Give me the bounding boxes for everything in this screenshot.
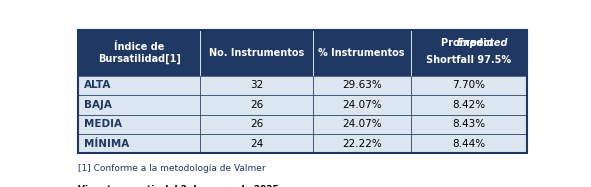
Bar <box>200 30 313 76</box>
Text: % Instrumentos: % Instrumentos <box>319 48 405 58</box>
Bar <box>411 115 527 134</box>
Bar <box>411 95 527 115</box>
Bar <box>200 115 313 134</box>
Text: 24.07%: 24.07% <box>342 119 382 129</box>
Text: MEDIA: MEDIA <box>84 119 122 129</box>
Text: 32: 32 <box>250 80 263 91</box>
Bar <box>411 30 527 76</box>
Text: 8.42%: 8.42% <box>452 100 485 110</box>
Bar <box>79 30 527 154</box>
Bar <box>79 95 200 115</box>
Text: Índice de
Bursatilidad[1]: Índice de Bursatilidad[1] <box>98 42 181 64</box>
Bar <box>79 134 200 154</box>
Text: 22.22%: 22.22% <box>342 139 382 149</box>
Text: 24: 24 <box>250 139 263 149</box>
Text: 26: 26 <box>250 100 263 110</box>
Bar <box>411 134 527 154</box>
Text: Shortfall 97.5%: Shortfall 97.5% <box>426 55 511 65</box>
Bar <box>313 76 411 95</box>
Text: 7.70%: 7.70% <box>453 80 485 91</box>
Bar <box>79 115 200 134</box>
Bar <box>79 30 200 76</box>
Bar <box>313 115 411 134</box>
Text: [1] Conforme a la metodología de Valmer: [1] Conforme a la metodología de Valmer <box>79 164 266 173</box>
Text: Vigente a partir del 2 de enero de 2025: Vigente a partir del 2 de enero de 2025 <box>79 185 279 187</box>
Bar <box>200 134 313 154</box>
Bar <box>411 76 527 95</box>
Text: 26: 26 <box>250 119 263 129</box>
Bar <box>200 76 313 95</box>
Text: 8.44%: 8.44% <box>452 139 485 149</box>
Text: BAJA: BAJA <box>84 100 112 110</box>
Bar <box>79 76 200 95</box>
Text: No. Instrumentos: No. Instrumentos <box>209 48 304 58</box>
Text: Expected: Expected <box>430 38 508 48</box>
Text: ALTA: ALTA <box>84 80 111 91</box>
Bar <box>313 95 411 115</box>
Text: 24.07%: 24.07% <box>342 100 382 110</box>
Text: 8.43%: 8.43% <box>452 119 485 129</box>
Bar <box>313 134 411 154</box>
Bar <box>200 95 313 115</box>
Bar <box>313 30 411 76</box>
Text: 29.63%: 29.63% <box>342 80 382 91</box>
Text: Promedio: Promedio <box>441 38 497 48</box>
Text: MÍNIMA: MÍNIMA <box>84 139 129 149</box>
